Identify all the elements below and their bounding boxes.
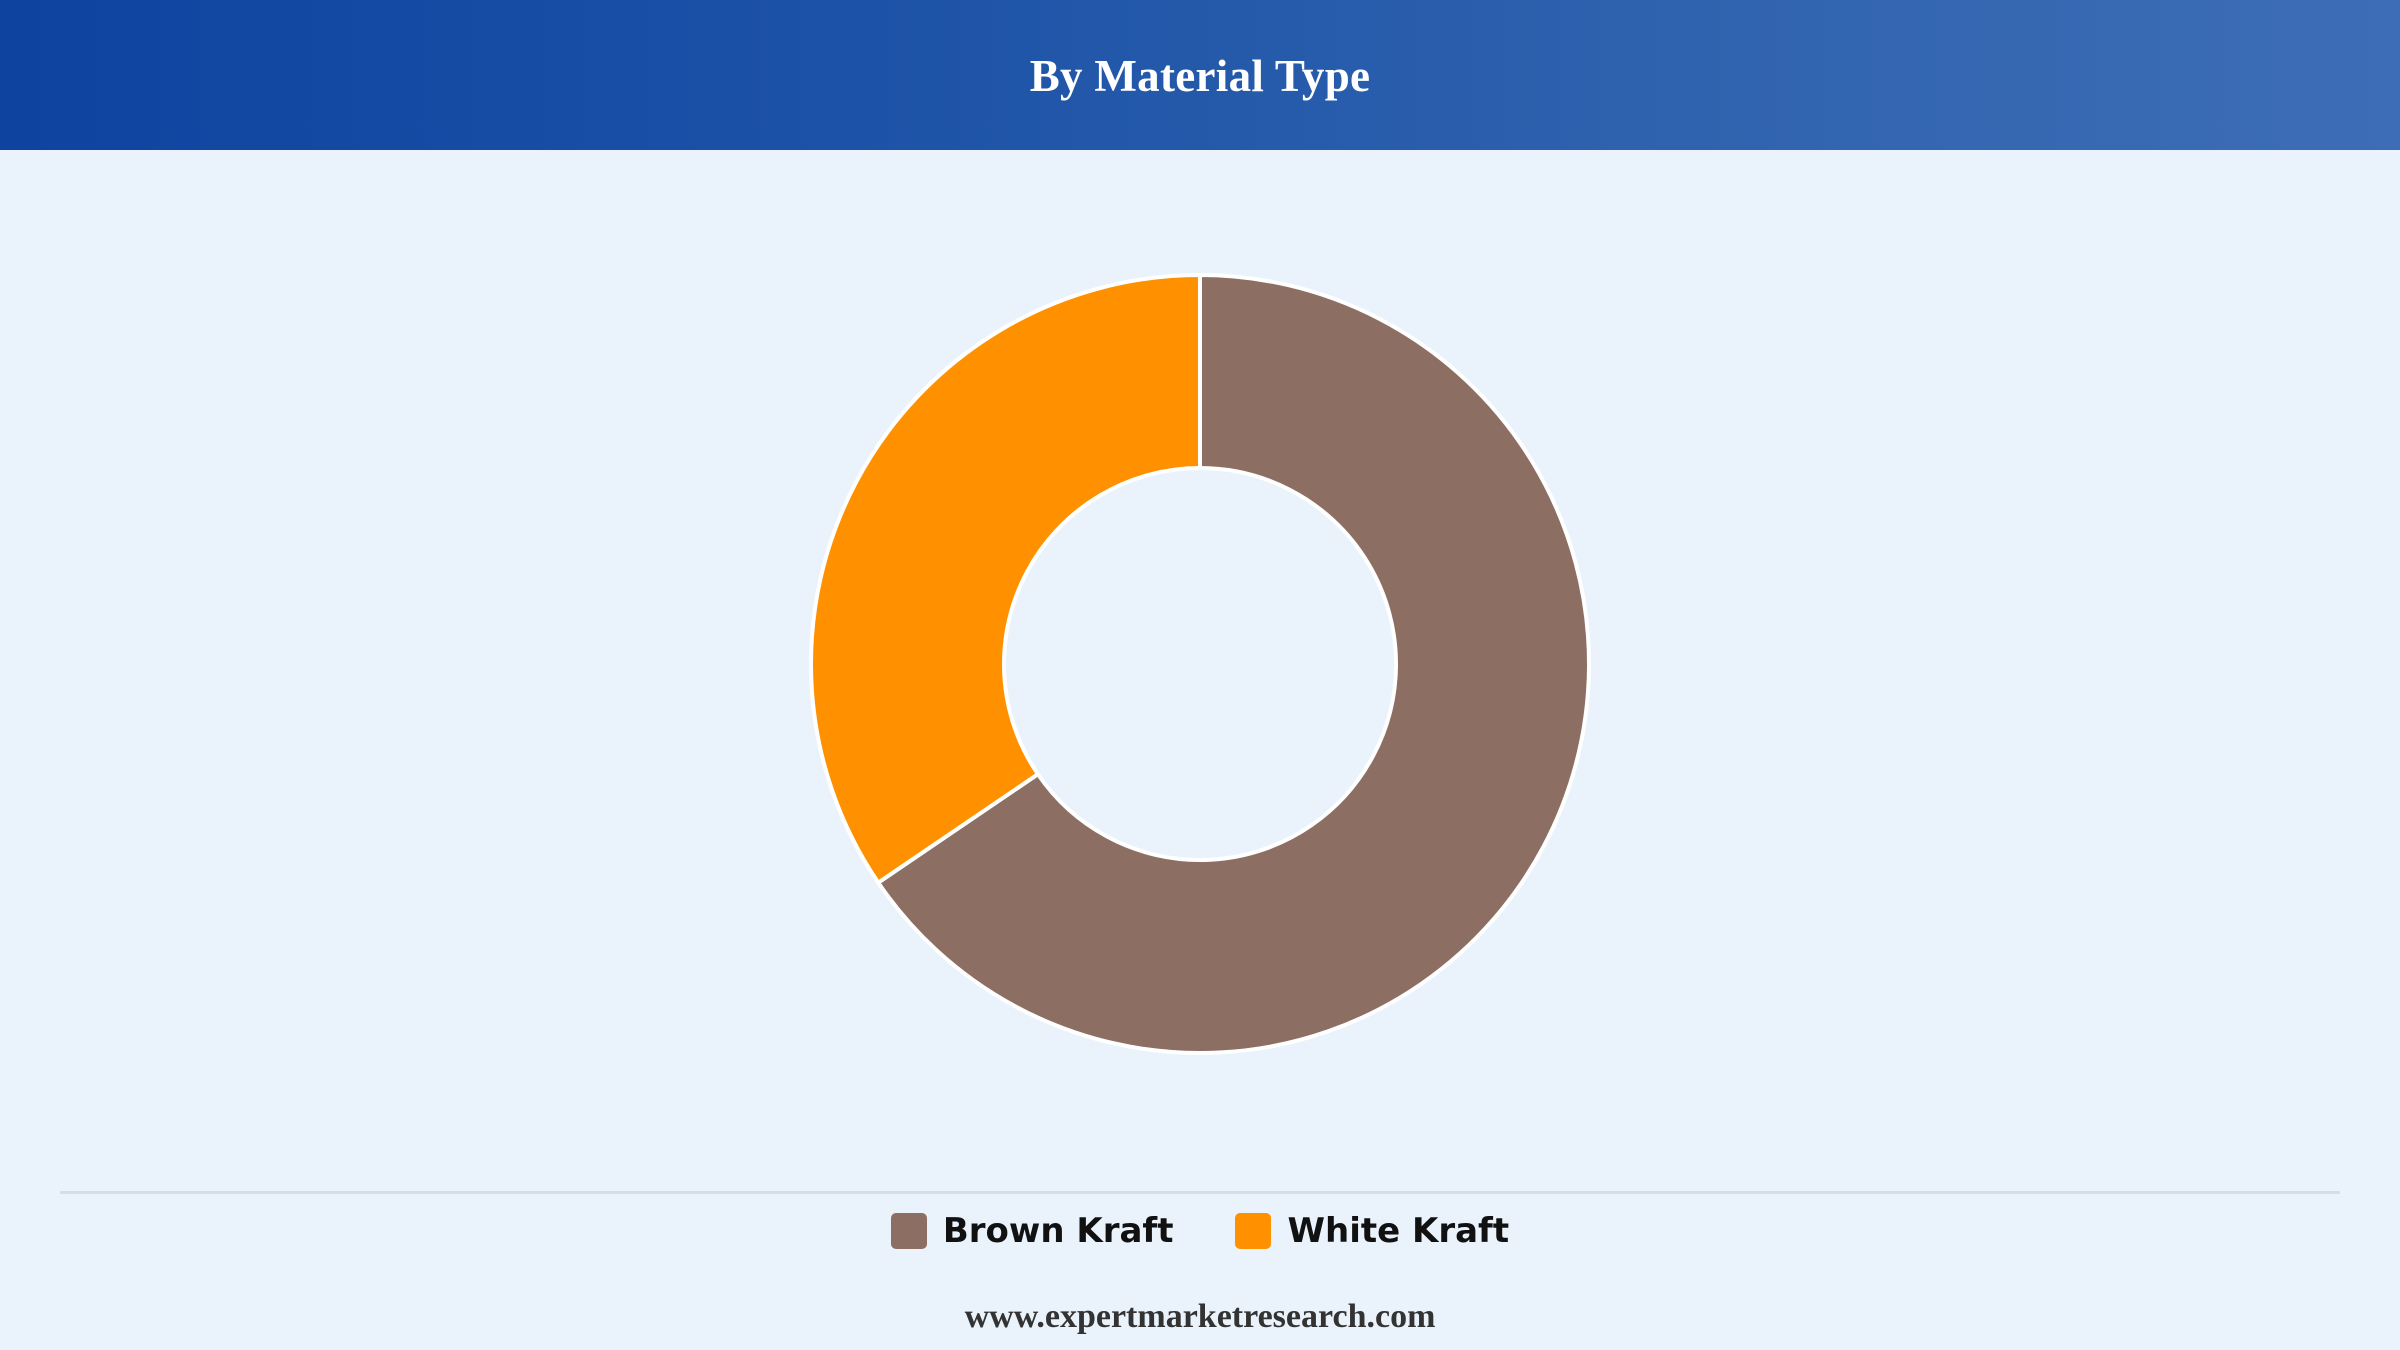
donut-slice-white-kraft bbox=[809, 273, 1202, 885]
source-footer: www.expertmarketresearch.com bbox=[964, 1298, 1436, 1335]
donut-chart bbox=[809, 273, 1591, 1055]
legend-divider bbox=[60, 1191, 2340, 1194]
header-banner: By Material Type bbox=[0, 0, 2400, 150]
legend: Brown Kraft White Kraft bbox=[0, 1206, 2400, 1256]
legend-label-white-kraft: White Kraft bbox=[1287, 1211, 1510, 1251]
legend-item-brown-kraft: Brown Kraft bbox=[890, 1211, 1174, 1251]
chart-title: By Material Type bbox=[1029, 51, 1371, 101]
donut-slice-brown-kraft bbox=[876, 273, 1591, 1055]
legend-item-white-kraft: White Kraft bbox=[1235, 1211, 1509, 1251]
legend-swatch-brown-kraft bbox=[890, 1213, 927, 1249]
legend-swatch-white-kraft bbox=[1235, 1213, 1272, 1249]
chart-area bbox=[0, 150, 2400, 1190]
legend-label-brown-kraft: Brown Kraft bbox=[942, 1211, 1174, 1251]
